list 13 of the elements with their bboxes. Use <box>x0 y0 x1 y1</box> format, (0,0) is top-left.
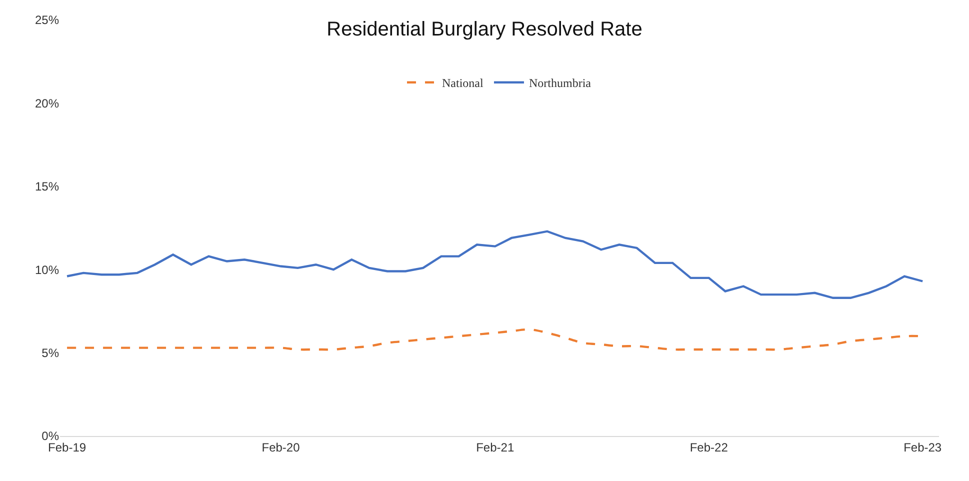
x-tick-label: Feb-22 <box>690 440 728 454</box>
line-series <box>66 230 924 299</box>
y-tick-label: 15% <box>34 180 60 194</box>
chart-title: Residential Burglary Resolved Rate <box>326 18 642 41</box>
legend-label: Northumbria <box>528 76 592 90</box>
x-tick-label: Feb-23 <box>904 440 942 454</box>
y-tick-label: 10% <box>34 262 60 277</box>
x-tick-label: Feb-21 <box>476 440 514 454</box>
y-tick-label: 5% <box>42 346 60 360</box>
y-tick-label: 20% <box>34 96 60 110</box>
legend-label: National <box>442 76 484 90</box>
y-tick-label: 25% <box>34 13 60 28</box>
x-tick-label: Feb-20 <box>262 440 300 454</box>
